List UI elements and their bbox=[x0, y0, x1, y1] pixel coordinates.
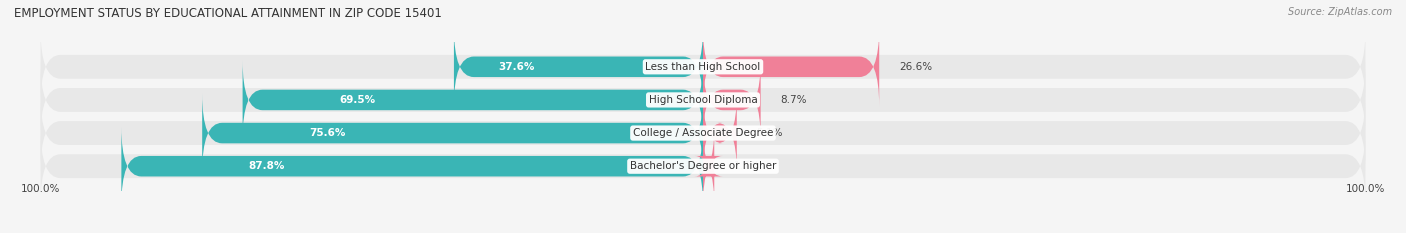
FancyBboxPatch shape bbox=[121, 127, 703, 206]
FancyBboxPatch shape bbox=[41, 128, 1365, 204]
Text: 5.1%: 5.1% bbox=[756, 128, 783, 138]
Text: 1.7%: 1.7% bbox=[734, 161, 761, 171]
FancyBboxPatch shape bbox=[41, 62, 1365, 138]
FancyBboxPatch shape bbox=[41, 95, 1365, 171]
Text: 26.6%: 26.6% bbox=[898, 62, 932, 72]
Text: EMPLOYMENT STATUS BY EDUCATIONAL ATTAINMENT IN ZIP CODE 15401: EMPLOYMENT STATUS BY EDUCATIONAL ATTAINM… bbox=[14, 7, 441, 20]
Text: 87.8%: 87.8% bbox=[249, 161, 285, 171]
Text: Less than High School: Less than High School bbox=[645, 62, 761, 72]
Text: High School Diploma: High School Diploma bbox=[648, 95, 758, 105]
FancyBboxPatch shape bbox=[243, 61, 703, 139]
FancyBboxPatch shape bbox=[695, 127, 723, 206]
Text: Bachelor's Degree or higher: Bachelor's Degree or higher bbox=[630, 161, 776, 171]
Text: 8.7%: 8.7% bbox=[780, 95, 807, 105]
FancyBboxPatch shape bbox=[454, 27, 703, 106]
FancyBboxPatch shape bbox=[41, 29, 1365, 105]
Text: 100.0%: 100.0% bbox=[21, 184, 60, 194]
FancyBboxPatch shape bbox=[703, 94, 737, 172]
Text: Source: ZipAtlas.com: Source: ZipAtlas.com bbox=[1288, 7, 1392, 17]
Text: 69.5%: 69.5% bbox=[340, 95, 375, 105]
Text: College / Associate Degree: College / Associate Degree bbox=[633, 128, 773, 138]
FancyBboxPatch shape bbox=[202, 94, 703, 172]
Text: 100.0%: 100.0% bbox=[1346, 184, 1385, 194]
Text: 75.6%: 75.6% bbox=[309, 128, 346, 138]
Legend: In Labor Force, Unemployed: In Labor Force, Unemployed bbox=[606, 230, 800, 233]
FancyBboxPatch shape bbox=[703, 27, 879, 106]
Text: 37.6%: 37.6% bbox=[498, 62, 534, 72]
FancyBboxPatch shape bbox=[703, 61, 761, 139]
